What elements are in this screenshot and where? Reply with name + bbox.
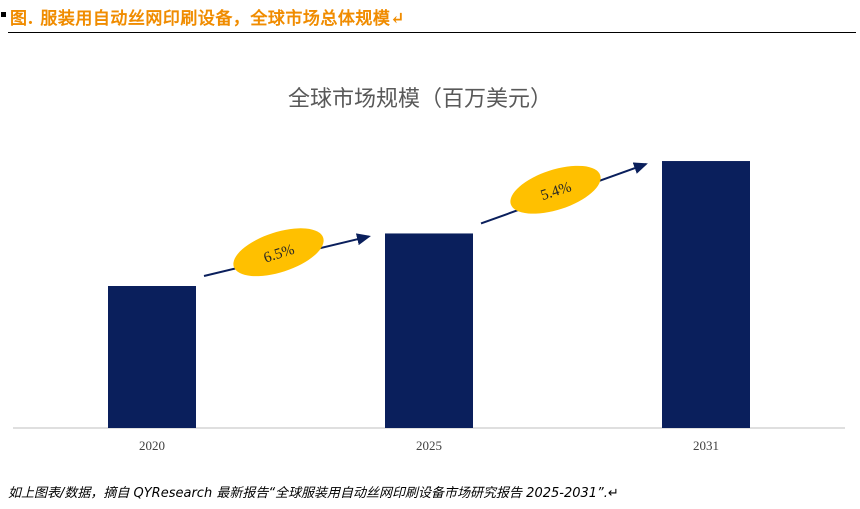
bar-2025 [385,233,473,428]
cagr-ellipse [510,165,601,214]
x-tick-label: 2025 [416,438,442,453]
header-rule [8,32,856,33]
chart-title: 全球市场规模（百万美元） [288,87,552,112]
x-tick-label: 2031 [693,438,719,453]
bar-2031 [662,161,750,428]
figure-title: 图. 服装用自动丝网印刷设备，全球市场总体规模↵ [10,9,406,29]
figure-header: 图. 服装用自动丝网印刷设备，全球市场总体规模↵ [0,4,860,33]
cagr-ellipse [233,228,324,277]
bullet-square [1,12,6,17]
source-note: 如上图表/数据，摘自 QYResearch 最新报告“全球服装用自动丝网印刷设备… [8,486,619,501]
bar-2020 [108,286,196,428]
x-tick-label: 2020 [139,438,165,453]
